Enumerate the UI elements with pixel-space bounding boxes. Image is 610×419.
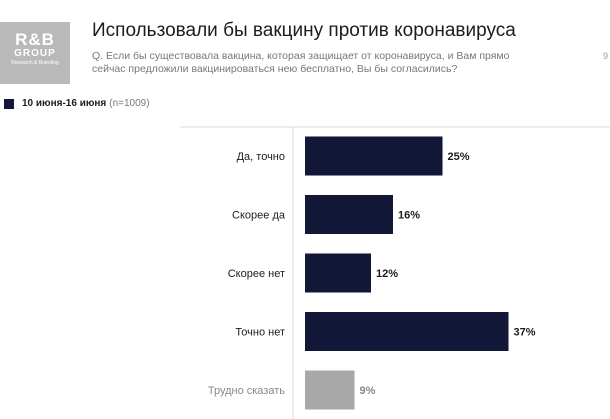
logo-tagline: Research & Branding — [11, 60, 59, 66]
legend: 10 июня-16 июня (n=1009) — [4, 98, 150, 109]
legend-label: 10 июня-16 июня — [22, 98, 107, 109]
logo-sub-text: GROUP — [14, 48, 56, 59]
bar — [305, 195, 393, 234]
category-label: Да, точно — [237, 151, 285, 163]
survey-question: Q. Если бы существовала вакцина, которая… — [92, 50, 510, 75]
bar — [305, 136, 443, 176]
brand-logo: R&B GROUP Research & Branding — [0, 22, 70, 84]
value-label: 12% — [376, 268, 398, 280]
legend-swatch — [4, 98, 14, 109]
logo-main-text: R&B — [15, 30, 55, 49]
value-label: 25% — [448, 151, 470, 163]
corner-mark: 9 — [603, 51, 609, 61]
chart-title: Использовали бы вакцину против коронавир… — [92, 20, 516, 41]
value-label: 16% — [398, 210, 420, 222]
legend-sample-size: (n=1009) — [109, 98, 150, 109]
category-label: Точно нет — [235, 327, 285, 339]
category-label: Скорее нет — [228, 268, 285, 280]
bar — [305, 253, 371, 293]
category-label: Скорее да — [232, 210, 286, 222]
value-label: 9% — [360, 385, 376, 397]
bar — [305, 312, 509, 351]
value-label: 37% — [514, 327, 536, 339]
category-label: Трудно сказать — [208, 385, 285, 397]
bar — [305, 370, 355, 410]
